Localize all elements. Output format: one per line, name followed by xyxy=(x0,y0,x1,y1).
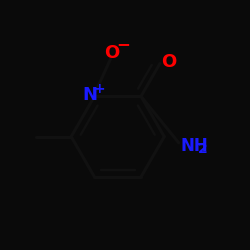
Text: NH: NH xyxy=(180,137,208,155)
Text: 2: 2 xyxy=(198,142,207,156)
Text: O: O xyxy=(104,44,120,62)
Text: −: − xyxy=(116,35,130,53)
Text: +: + xyxy=(94,82,106,96)
Text: O: O xyxy=(161,53,176,71)
Text: N: N xyxy=(82,86,98,104)
